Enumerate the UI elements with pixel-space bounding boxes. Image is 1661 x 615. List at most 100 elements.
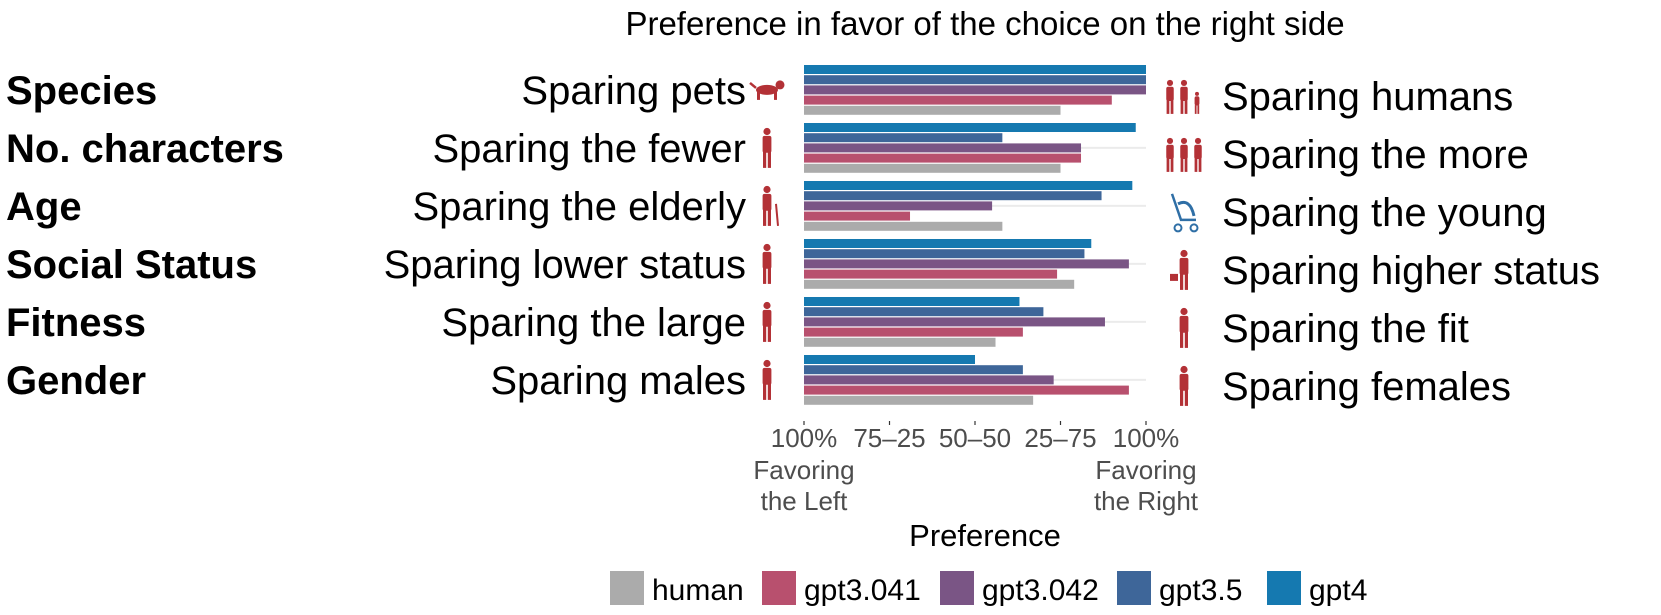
x-tick-label: 100% [771, 423, 838, 453]
person-body [762, 367, 772, 385]
x-axis-title: Preference [909, 518, 1061, 553]
person-head [1194, 137, 1202, 145]
dog-body [756, 84, 778, 95]
person-head [1180, 365, 1188, 374]
legend-label: gpt3.5 [1159, 574, 1242, 607]
bar-gpt4 [804, 65, 1146, 74]
bar-gpt3-5 [804, 307, 1044, 317]
person-leg [1170, 100, 1174, 114]
large-person-icon [762, 301, 772, 342]
person-body [1166, 144, 1174, 159]
person-body [1194, 144, 1202, 159]
bar-gpt4 [804, 123, 1136, 132]
person-leg [767, 325, 771, 342]
person-body [1180, 144, 1188, 159]
bar-gpt3-5 [804, 249, 1085, 259]
bar-gpt3-042 [804, 317, 1105, 327]
person-head [1180, 307, 1188, 316]
stroller-seat [1177, 200, 1196, 217]
category-label: Gender [6, 359, 146, 403]
person-leg [763, 325, 767, 342]
cane [775, 203, 779, 226]
person-leg [1184, 389, 1188, 406]
person-leg [763, 209, 767, 226]
person-leg [1180, 100, 1184, 114]
person-leg [1166, 158, 1170, 172]
person-leg [767, 267, 771, 284]
person-head [1166, 137, 1174, 145]
legend: human gpt3.041 gpt3.042 gpt3.5 gpt4 [610, 571, 1367, 607]
person-head [763, 185, 771, 194]
dog-leg [757, 91, 760, 100]
person-leg [1184, 100, 1188, 114]
bar-gpt4 [804, 239, 1092, 248]
right-choice-label: Sparing the more [1222, 133, 1529, 177]
person-leg [767, 151, 771, 168]
dog-tail [749, 81, 757, 89]
bar-gpt3-041 [804, 385, 1129, 395]
elderly-woman-icon [762, 185, 779, 226]
woman-icon [1179, 365, 1189, 406]
left-choice-label: Sparing the large [441, 301, 746, 345]
person-head [1195, 91, 1199, 96]
category-label: Fitness [6, 301, 146, 345]
bar-gpt3-041 [804, 211, 911, 221]
dog-head [775, 80, 785, 90]
person-leg [767, 383, 771, 400]
person-head [763, 359, 771, 368]
bar-human [804, 105, 1061, 115]
person-body [1179, 315, 1189, 333]
person-leg [1194, 158, 1198, 172]
human-group-icon [1166, 79, 1200, 114]
person-leg [1180, 389, 1184, 406]
right-choice-label: Sparing higher status [1222, 249, 1600, 293]
legend-swatch [762, 571, 796, 605]
person-leg [1184, 158, 1188, 172]
bar-gpt3-041 [804, 269, 1058, 279]
left-choice-label: Sparing the elderly [412, 185, 746, 229]
man-icon [762, 359, 772, 400]
left-choice-label: Sparing pets [521, 69, 746, 113]
person-body [1166, 86, 1174, 101]
bar-gpt3-042 [804, 143, 1082, 153]
x-end-label-left: the Left [761, 486, 849, 516]
category-label: Social Status [6, 243, 257, 287]
x-end-label-right: the Right [1094, 486, 1199, 516]
person-body [762, 251, 772, 269]
homeless-person-icon [762, 243, 772, 284]
icons [749, 79, 1202, 406]
person-leg [1198, 158, 1202, 172]
bar-gpt4 [804, 355, 975, 364]
person-body [1180, 86, 1188, 101]
person-leg [1180, 158, 1184, 172]
bar-human [804, 279, 1075, 289]
stroller-wheel [1173, 223, 1183, 233]
person-body [762, 193, 772, 211]
right-choice-label: Sparing the fit [1222, 307, 1469, 351]
person-leg [1180, 273, 1184, 290]
bar-gpt3-041 [804, 95, 1112, 105]
legend-swatch [940, 571, 974, 605]
category-label: No. characters [6, 127, 284, 171]
right-choice-label: Sparing females [1222, 365, 1511, 409]
person-body [1179, 373, 1189, 391]
person-head [1180, 137, 1188, 145]
person-leg [1166, 100, 1170, 114]
left-choice-label: Sparing the fewer [432, 127, 746, 171]
stroller-icon [1170, 193, 1199, 233]
bar-gpt3-041 [804, 153, 1082, 163]
x-tick-label: 75–25 [853, 423, 925, 453]
bar-gpt3-5 [804, 133, 1003, 143]
person-leg [1180, 331, 1184, 348]
person-leg [1184, 331, 1188, 348]
left-choice-label: Sparing males [490, 359, 746, 403]
bar-human [804, 395, 1034, 405]
bar-gpt3-042 [804, 201, 993, 211]
person-head [1180, 249, 1188, 258]
athlete-icon [1179, 307, 1189, 348]
executive-icon [1170, 249, 1189, 290]
person-body [1194, 96, 1200, 106]
x-tick-label: 50–50 [939, 423, 1011, 453]
legend-label: gpt4 [1309, 574, 1367, 607]
